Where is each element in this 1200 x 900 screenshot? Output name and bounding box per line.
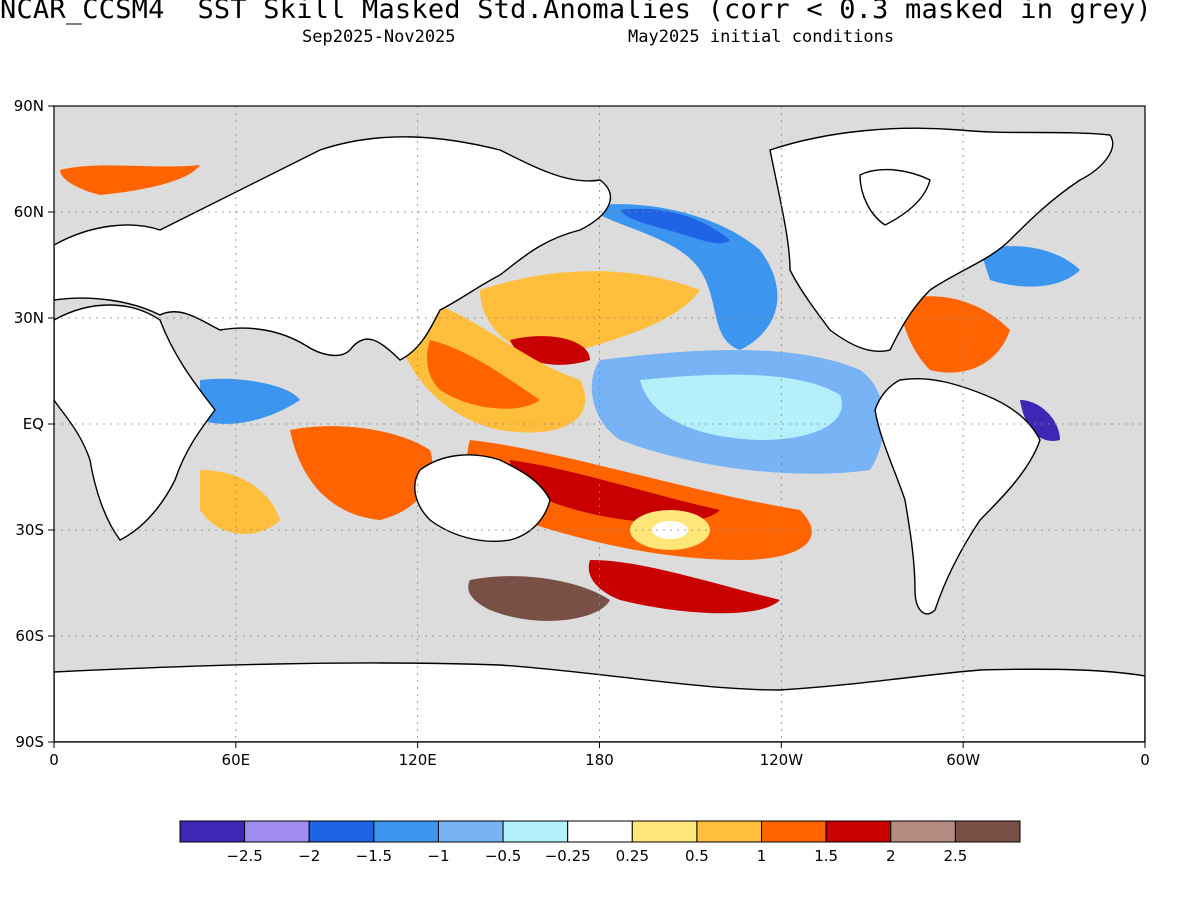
colorbar-label: −0.25 — [545, 847, 591, 865]
colorbar-swatch — [761, 820, 827, 843]
lon-tick-label: 120W — [760, 751, 804, 769]
colorbar-swatch — [437, 820, 504, 843]
colorbar-swatch — [825, 820, 892, 843]
colorbar-label: 1.5 — [814, 847, 838, 865]
colorbar-label: −1 — [427, 847, 449, 865]
colorbar-label: 2.5 — [943, 847, 967, 865]
lon-tick-label: 60E — [222, 751, 251, 769]
lat-tick-label: EQ — [23, 415, 44, 433]
land-masses — [54, 127, 1145, 742]
colorbar-swatch — [244, 820, 310, 843]
colorbar-label: 2 — [886, 847, 896, 865]
lat-tick-label: 90S — [15, 733, 44, 751]
lat-tick-label: 60N — [14, 203, 44, 221]
lat-tick-label: 30S — [15, 521, 44, 539]
colorbar-label: 0.5 — [685, 847, 709, 865]
latitude-axis: 90N 60N 30N EQ 30S 60S 90S — [14, 97, 54, 751]
lon-tick-label: 60W — [946, 751, 980, 769]
lat-tick-label: 60S — [15, 627, 44, 645]
lat-tick-label: 30N — [14, 309, 44, 327]
colorbar-swatch — [308, 820, 375, 843]
lon-tick-label: 120E — [399, 751, 437, 769]
colorbar-swatch — [567, 820, 633, 843]
colorbar-label: 1 — [757, 847, 767, 865]
initial-conditions: May2025 initial conditions — [628, 27, 895, 47]
lon-tick-label: 180 — [585, 751, 614, 769]
colorbar-swatch — [373, 820, 439, 843]
lon-tick-label: 0 — [1140, 751, 1150, 769]
colorbar-label: −1.5 — [356, 847, 392, 865]
forecast-period: Sep2025-Nov2025 — [302, 27, 456, 47]
colorbar-swatch — [502, 820, 569, 843]
colorbar-label: −0.5 — [485, 847, 521, 865]
colorbar-swatch — [179, 820, 246, 843]
map-title: NCAR_CCSM4 SST Skill Masked Std.Anomalie… — [0, 0, 1152, 25]
colorbar-label: −2 — [298, 847, 320, 865]
lat-tick-label: 90N — [14, 97, 44, 115]
map-plot-area: 90N 60N 30N EQ 30S 60S 90S 0 60E 120E 180 120W 60W 0 — [14, 97, 1150, 769]
graticule — [54, 106, 1145, 742]
colorbar-label: 0.25 — [616, 847, 649, 865]
longitude-axis: 0 60E 120E 180 120W 60W 0 — [49, 742, 1150, 769]
lon-tick-label: 0 — [49, 751, 59, 769]
colorbar-swatch — [631, 820, 698, 843]
colorbar-label: −2.5 — [226, 847, 262, 865]
colorbar-swatch — [890, 820, 956, 843]
colorbar-swatch — [696, 820, 763, 843]
colorbar-swatch — [954, 820, 1021, 843]
colorbar: −2.5 −2 −1.5 −1 −0.5 −0.25 0.25 0.5 1 1.5 2 2.5 — [179, 820, 1021, 865]
